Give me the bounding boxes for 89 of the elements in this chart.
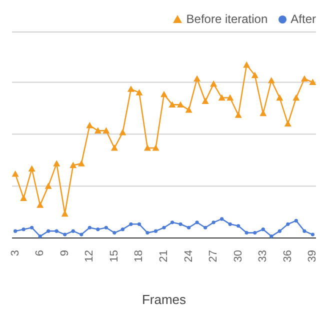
point — [20, 194, 28, 201]
point — [185, 106, 192, 113]
point — [94, 127, 102, 134]
point — [195, 220, 199, 224]
point — [44, 182, 52, 189]
point — [253, 231, 257, 235]
point — [129, 222, 133, 226]
point — [309, 78, 316, 85]
point — [294, 218, 298, 222]
legend-label: Before iteration — [186, 12, 268, 26]
point — [102, 127, 110, 134]
point — [110, 144, 118, 151]
point — [300, 75, 308, 82]
point — [104, 226, 108, 230]
point — [30, 226, 34, 230]
point — [38, 234, 42, 238]
x-tick-label: 27 — [208, 250, 220, 262]
x-tick-label: 39 — [306, 250, 319, 262]
point — [119, 128, 126, 136]
x-tick-label: 18 — [133, 250, 146, 262]
x-tick-label: 33 — [257, 250, 270, 262]
point — [178, 222, 182, 226]
point — [218, 94, 226, 101]
point — [270, 234, 274, 238]
point — [136, 89, 143, 96]
x-tick-label: 21 — [158, 250, 170, 262]
point — [170, 220, 174, 224]
point — [127, 86, 134, 92]
point — [54, 229, 58, 233]
point — [292, 94, 300, 101]
point — [78, 160, 85, 166]
legend-label: After — [290, 12, 316, 26]
point — [63, 232, 67, 236]
point — [202, 98, 209, 104]
point — [71, 229, 75, 233]
point — [226, 94, 234, 101]
point — [220, 217, 224, 221]
point — [80, 232, 84, 236]
point — [268, 76, 275, 84]
x-tick-label: 12 — [84, 250, 96, 262]
x-tick-label: 9 — [58, 250, 71, 256]
point — [194, 75, 201, 82]
point — [137, 222, 142, 226]
point — [177, 101, 184, 108]
point — [152, 144, 160, 151]
x-tick-label: 36 — [282, 250, 294, 262]
x-axis-title: Frames — [142, 292, 187, 307]
point — [302, 229, 306, 233]
point — [168, 101, 176, 108]
point — [228, 222, 232, 226]
point — [162, 226, 166, 230]
point — [310, 232, 314, 236]
point — [70, 162, 77, 168]
point — [53, 160, 60, 166]
point — [260, 110, 267, 116]
point — [276, 94, 284, 101]
point — [28, 165, 36, 172]
point — [244, 231, 248, 235]
point — [154, 229, 158, 233]
point — [144, 144, 151, 151]
point — [186, 226, 191, 230]
point — [36, 202, 44, 208]
x-tick-label: 15 — [108, 250, 120, 262]
point — [284, 120, 292, 127]
x-tick-label: 3 — [9, 250, 22, 256]
point — [160, 90, 168, 98]
point — [212, 220, 216, 224]
point — [86, 122, 94, 128]
point — [234, 112, 242, 118]
point — [120, 228, 124, 232]
point — [46, 229, 50, 233]
point — [22, 228, 26, 232]
point — [251, 72, 258, 78]
point — [96, 228, 100, 232]
point — [146, 231, 150, 235]
point — [236, 224, 240, 228]
point — [243, 61, 250, 68]
point — [278, 229, 282, 233]
point — [286, 222, 290, 226]
point — [204, 226, 208, 230]
point — [88, 226, 92, 230]
point — [12, 170, 19, 177]
x-tick-label: 30 — [232, 250, 244, 262]
x-tick-label: 24 — [182, 250, 195, 262]
point — [14, 229, 18, 233]
point — [261, 228, 265, 232]
point — [210, 80, 218, 87]
point — [112, 231, 116, 235]
x-tick-label: 6 — [34, 250, 46, 256]
